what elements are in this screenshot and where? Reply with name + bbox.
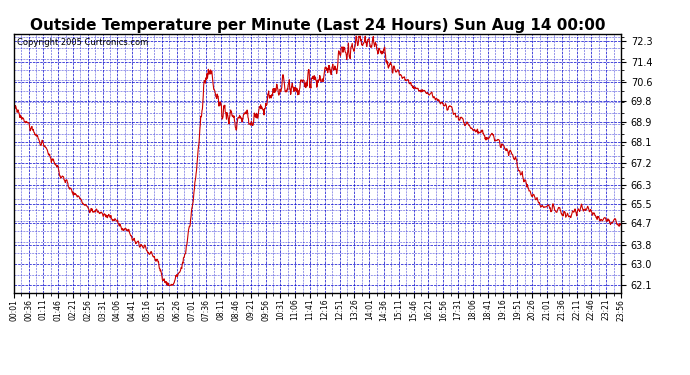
Title: Outside Temperature per Minute (Last 24 Hours) Sun Aug 14 00:00: Outside Temperature per Minute (Last 24 … bbox=[30, 18, 605, 33]
Text: Copyright 2005 Curtronics.com: Copyright 2005 Curtronics.com bbox=[17, 38, 148, 46]
